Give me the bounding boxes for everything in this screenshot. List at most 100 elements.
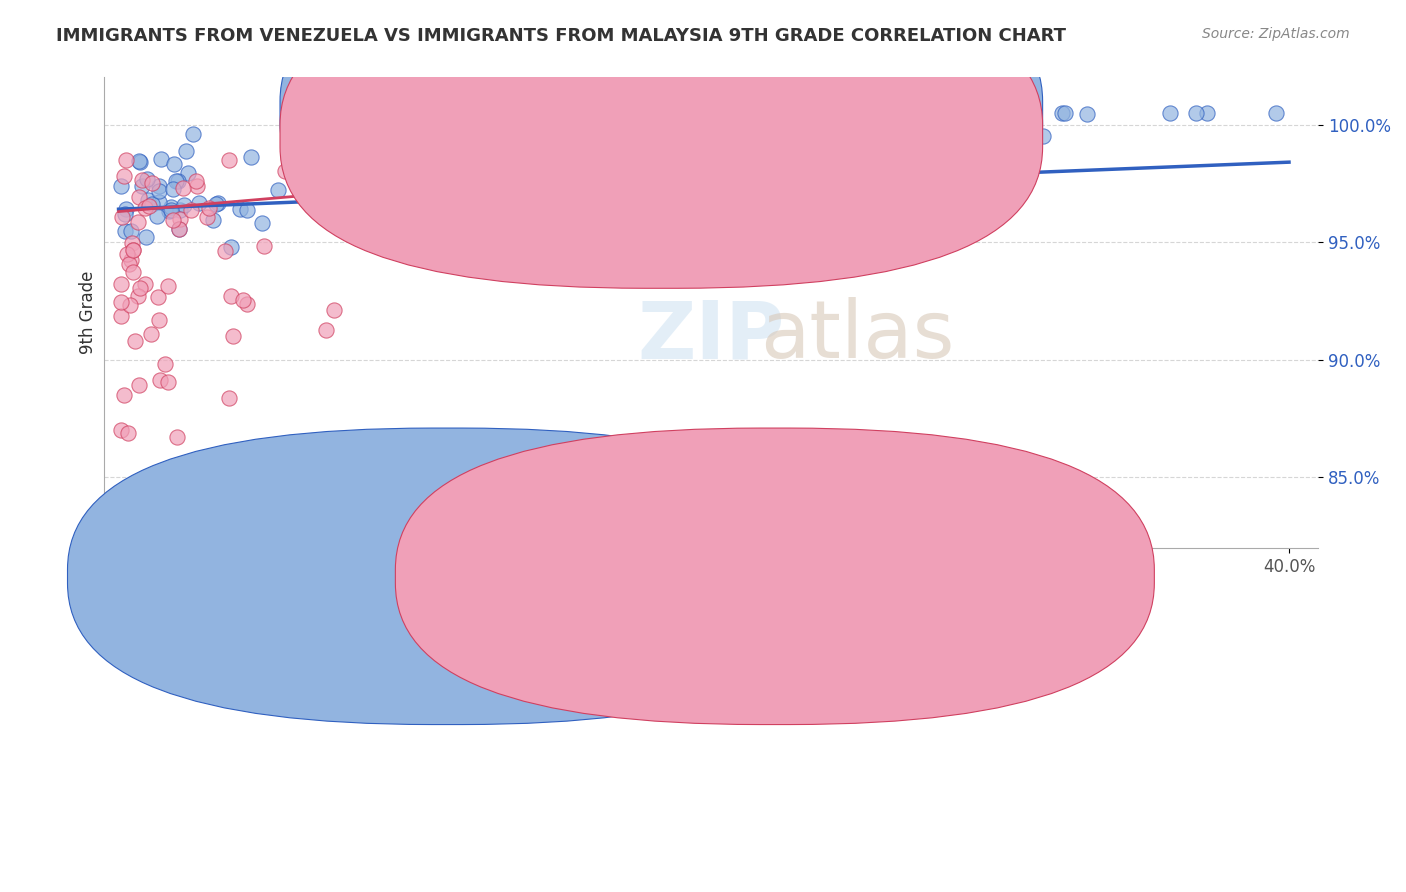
FancyBboxPatch shape xyxy=(67,428,827,724)
Point xyxy=(770,105,793,120)
Point xyxy=(120,224,142,238)
Point xyxy=(134,277,156,291)
Text: Immigrants from Venezuela: Immigrants from Venezuela xyxy=(460,581,671,596)
Point xyxy=(127,288,149,302)
Point xyxy=(112,169,135,183)
Point xyxy=(148,312,170,326)
Point xyxy=(318,134,340,148)
Point xyxy=(1159,105,1181,120)
Point xyxy=(860,108,883,122)
Point xyxy=(180,202,202,217)
Point xyxy=(131,178,153,193)
Point xyxy=(124,334,146,349)
Point xyxy=(114,202,136,216)
Point xyxy=(236,297,259,311)
Point xyxy=(148,195,170,210)
Point xyxy=(141,176,163,190)
Point xyxy=(153,357,176,371)
Point xyxy=(162,182,184,196)
Text: Source: ZipAtlas.com: Source: ZipAtlas.com xyxy=(1202,27,1350,41)
Point xyxy=(252,239,274,253)
Point xyxy=(214,244,236,258)
Point xyxy=(267,183,290,197)
Point xyxy=(762,107,785,121)
Point xyxy=(131,173,153,187)
Point xyxy=(1001,105,1024,120)
Point xyxy=(160,203,183,218)
Point xyxy=(162,213,184,227)
Point xyxy=(1185,105,1208,120)
Point xyxy=(481,189,503,203)
Point xyxy=(236,203,259,218)
Point xyxy=(141,197,163,211)
Point xyxy=(156,376,179,390)
Point xyxy=(763,105,786,120)
Point xyxy=(138,193,160,207)
Point xyxy=(110,423,132,437)
Point xyxy=(128,377,150,392)
Point xyxy=(121,236,143,251)
Point xyxy=(201,213,224,227)
Point xyxy=(148,179,170,194)
Point xyxy=(232,293,254,308)
Y-axis label: 9th Grade: 9th Grade xyxy=(79,271,97,354)
Point xyxy=(156,278,179,293)
Point xyxy=(957,105,980,120)
Text: IMMIGRANTS FROM VENEZUELA VS IMMIGRANTS FROM MALAYSIA 9TH GRADE CORRELATION CHAR: IMMIGRANTS FROM VENEZUELA VS IMMIGRANTS … xyxy=(56,27,1066,45)
Point xyxy=(315,323,337,337)
Point xyxy=(176,144,198,158)
Text: R = 0.170  N = 64: R = 0.170 N = 64 xyxy=(686,128,838,145)
Point xyxy=(775,132,797,146)
Point xyxy=(221,240,243,254)
Point xyxy=(128,190,150,204)
Point xyxy=(229,202,252,216)
Point xyxy=(1032,129,1054,144)
Point xyxy=(318,162,340,177)
Point xyxy=(128,281,150,295)
Point xyxy=(219,289,242,303)
Point xyxy=(443,162,465,177)
Point xyxy=(1265,105,1288,120)
Point xyxy=(558,105,581,120)
Point xyxy=(128,154,150,169)
Point xyxy=(127,215,149,229)
Point xyxy=(240,150,263,164)
Point xyxy=(117,246,139,260)
FancyBboxPatch shape xyxy=(280,0,1043,288)
Point xyxy=(1022,105,1045,120)
Point xyxy=(177,166,200,180)
Point xyxy=(195,210,218,224)
Point xyxy=(118,257,141,271)
Point xyxy=(149,153,172,167)
Point xyxy=(396,209,419,223)
Point xyxy=(1195,105,1218,120)
Point xyxy=(222,329,245,343)
Text: Immigrants from Malaysia: Immigrants from Malaysia xyxy=(793,581,993,596)
Point xyxy=(139,326,162,341)
Point xyxy=(502,226,524,240)
Point xyxy=(188,195,211,210)
Point xyxy=(1050,105,1073,120)
Point xyxy=(374,226,396,240)
Point xyxy=(148,185,170,199)
Point xyxy=(250,216,273,230)
Point xyxy=(184,174,207,188)
Point xyxy=(401,148,423,162)
Point xyxy=(120,298,142,312)
Point xyxy=(117,426,139,441)
Point xyxy=(508,224,530,238)
Point xyxy=(169,203,191,218)
Point xyxy=(433,228,456,243)
Point xyxy=(135,172,157,186)
Point xyxy=(157,204,180,219)
Point xyxy=(169,222,191,236)
Point xyxy=(172,181,194,195)
Point xyxy=(110,178,132,193)
Point xyxy=(166,430,188,444)
Point xyxy=(149,373,172,387)
Point xyxy=(1011,105,1033,120)
Point xyxy=(1054,105,1077,120)
Point xyxy=(135,230,157,244)
FancyBboxPatch shape xyxy=(395,428,1154,724)
Point xyxy=(181,127,204,141)
